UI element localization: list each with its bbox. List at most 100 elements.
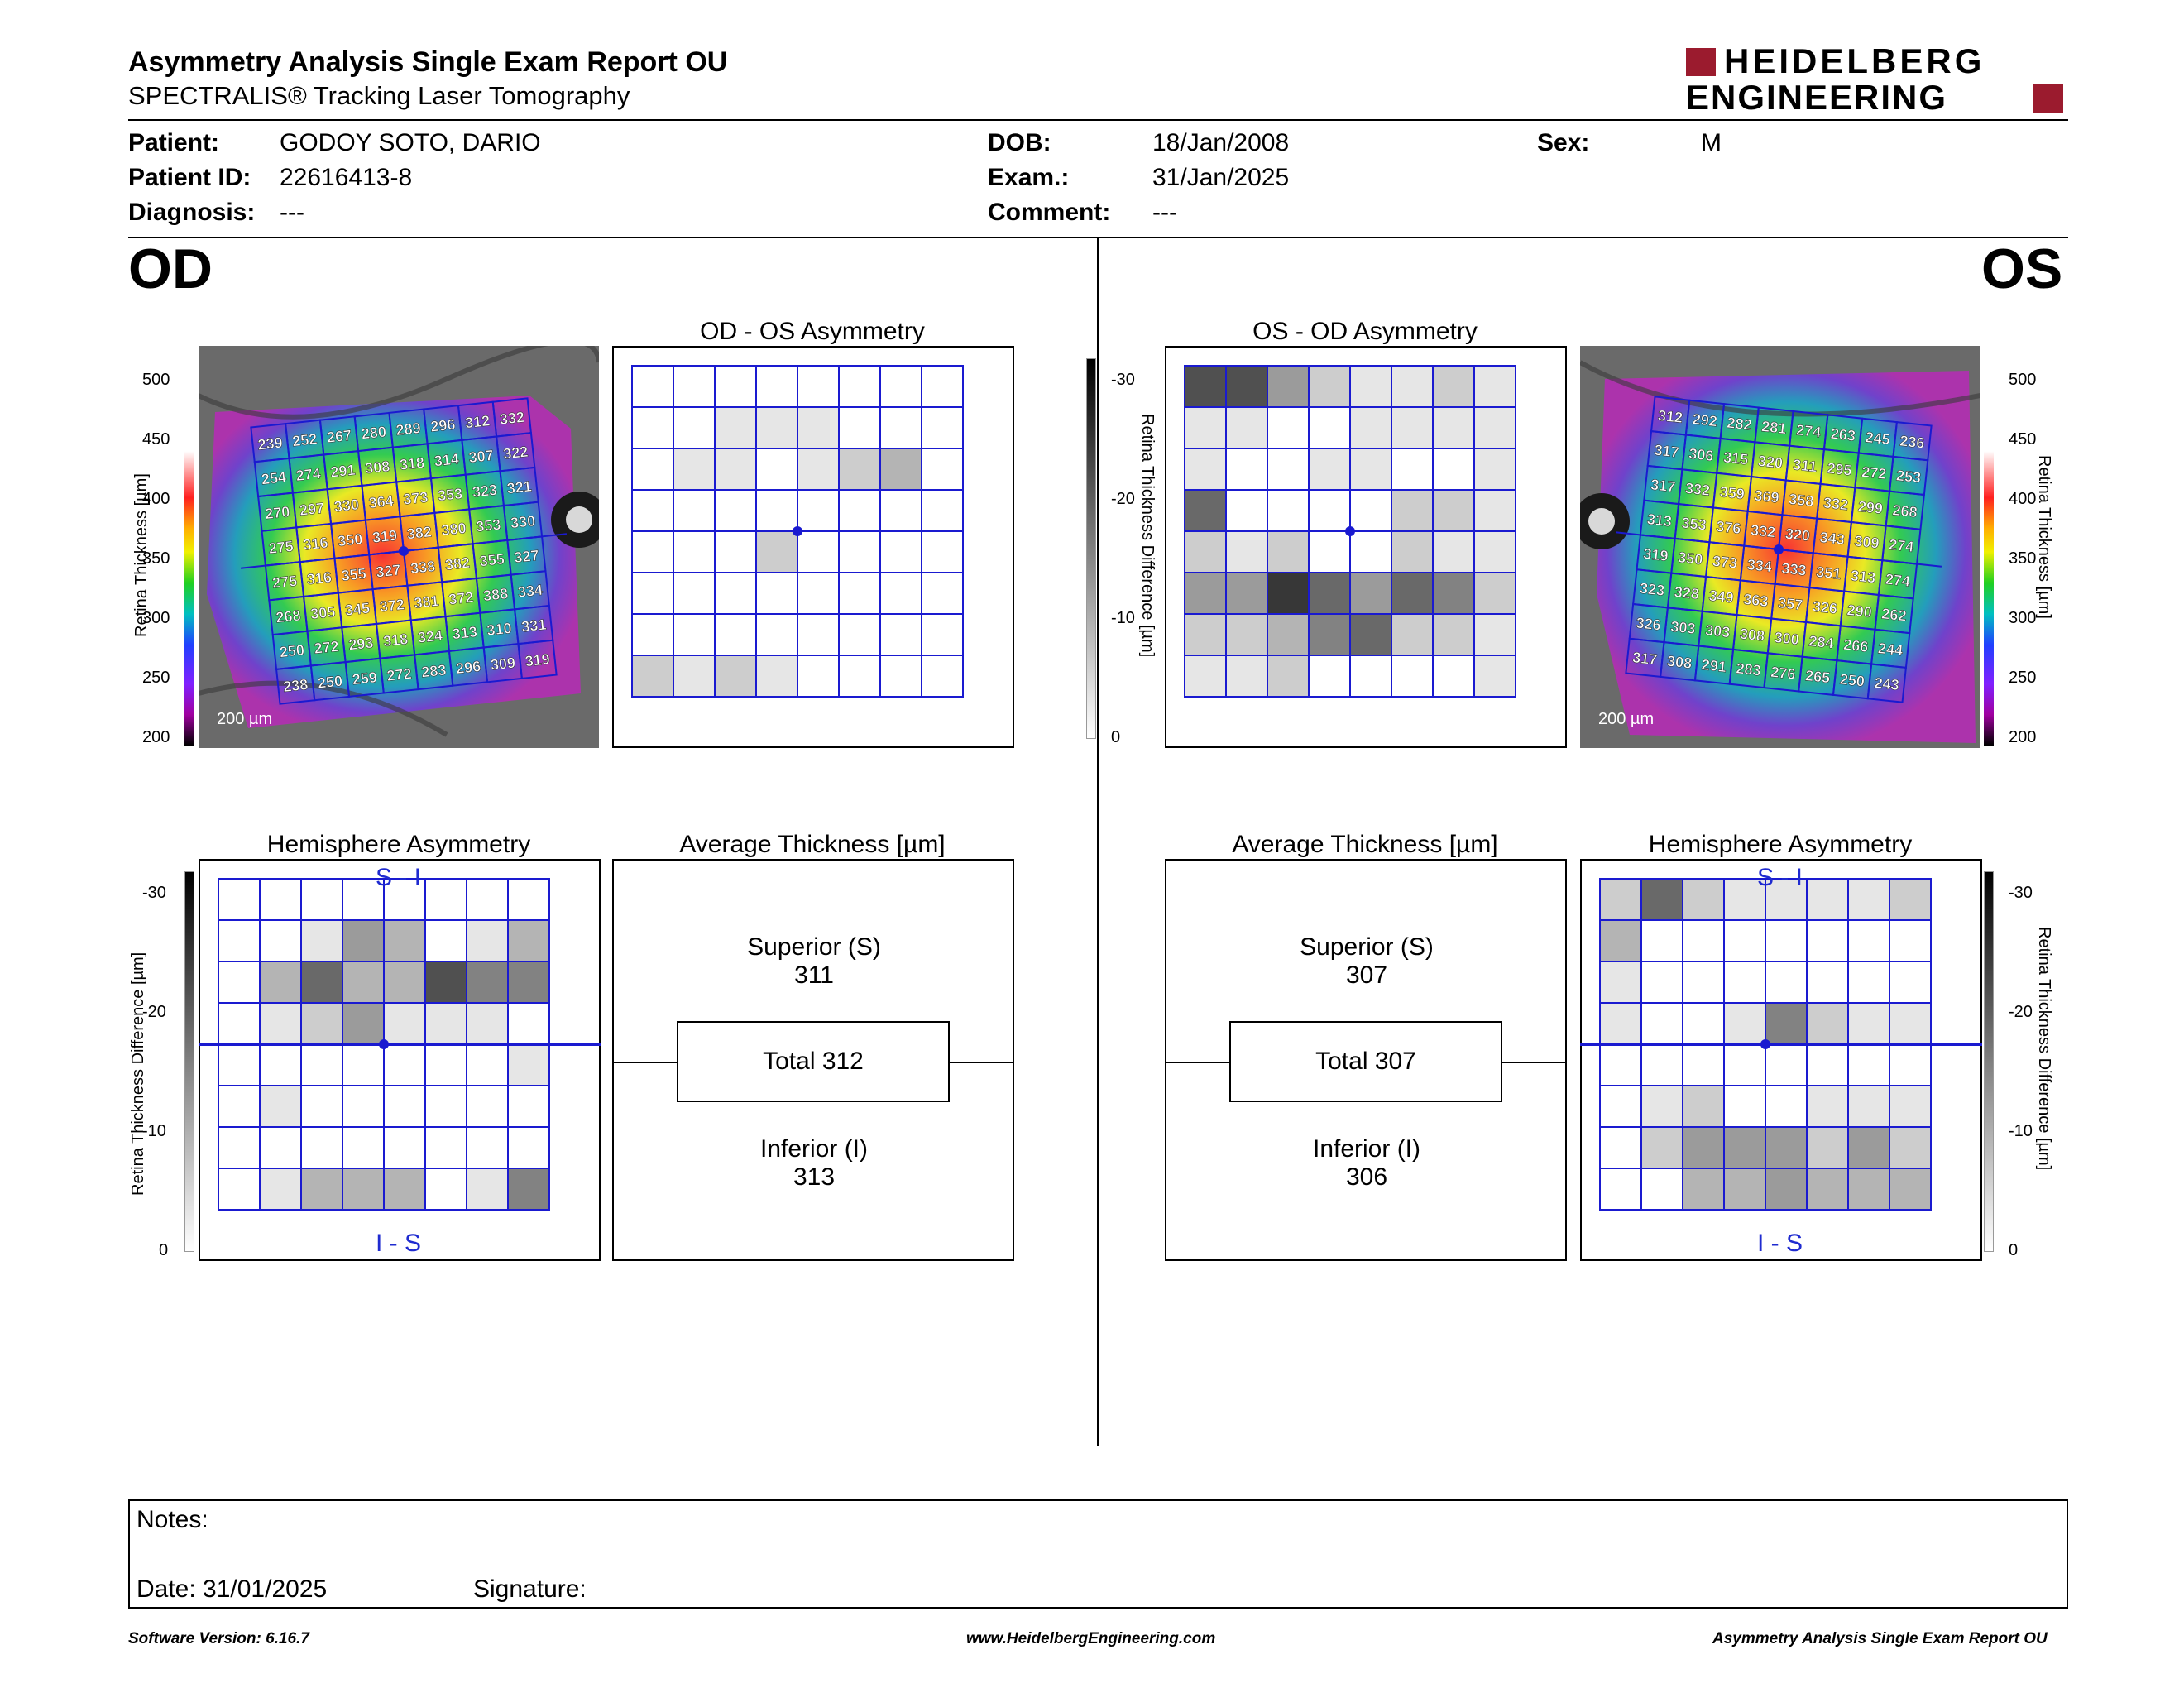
od-asym-cell bbox=[673, 406, 716, 449]
od-map-grid-value: 250 bbox=[279, 641, 305, 660]
od-hemi-grid bbox=[199, 878, 601, 1211]
os-map-grid-value: 262 bbox=[1881, 605, 1908, 624]
od-asym-cell bbox=[755, 530, 798, 573]
os-map-grid-value: 334 bbox=[1746, 556, 1773, 575]
os-hemi-cell bbox=[1889, 961, 1932, 1004]
od-tick-400: 400 bbox=[142, 490, 170, 508]
od-map-grid-value: 318 bbox=[399, 454, 425, 473]
od-hemi-cell bbox=[424, 1168, 467, 1211]
diagnosis-label: Diagnosis: bbox=[128, 199, 256, 226]
os-hemi-cell bbox=[1889, 878, 1932, 921]
os-map-grid-value: 265 bbox=[1804, 667, 1831, 686]
os-superior-label: Superior (S) bbox=[1300, 933, 1434, 961]
os-map-grid-value: 311 bbox=[1792, 456, 1818, 475]
od-map-grid-value: 353 bbox=[437, 485, 463, 504]
center-divider bbox=[1097, 238, 1099, 1446]
od-tick-500: 500 bbox=[142, 371, 170, 389]
od-map-grid-value: 327 bbox=[375, 562, 401, 581]
od-map-grid-value: 289 bbox=[395, 420, 422, 439]
od-map-grid-value: 293 bbox=[347, 634, 374, 653]
os-map-grid-value: 315 bbox=[1722, 448, 1749, 468]
os-map-grid-value: 295 bbox=[1827, 460, 1853, 479]
diagnosis-value: --- bbox=[280, 199, 304, 226]
os-map-grid-value: 312 bbox=[1657, 407, 1684, 426]
od-asym-cell bbox=[631, 655, 674, 698]
os-hemi-cell bbox=[1847, 1085, 1890, 1128]
os-hemi-cell bbox=[1599, 1002, 1642, 1045]
os-asym-cell bbox=[1391, 406, 1434, 449]
os-map-grid-value: 376 bbox=[1715, 518, 1741, 537]
od-hemi-cell bbox=[466, 1085, 509, 1128]
od-hemi-colorbar bbox=[184, 871, 194, 1252]
os-tick-250: 250 bbox=[2009, 669, 2037, 687]
os-asym-cell bbox=[1349, 655, 1392, 698]
os-tick-400: 400 bbox=[2009, 490, 2037, 508]
od-hemi-cell bbox=[218, 1168, 261, 1211]
exam-date: 31/Jan/2025 bbox=[1152, 164, 1290, 191]
od-hemi-cell bbox=[259, 1043, 302, 1086]
od-map-grid-value: 274 bbox=[295, 465, 322, 484]
od-asym-cell bbox=[631, 530, 674, 573]
os-asym-cell bbox=[1432, 448, 1475, 491]
od-map-grid-value: 272 bbox=[386, 665, 413, 684]
os-map-grid-value: 328 bbox=[1674, 583, 1700, 602]
sex-label: Sex: bbox=[1537, 129, 1590, 156]
od-map-grid-value: 381 bbox=[414, 592, 440, 611]
od-hemi-cell bbox=[507, 878, 550, 921]
os-asym-cell bbox=[1391, 365, 1434, 408]
od-asym-cell bbox=[879, 489, 922, 532]
od-asym-panel bbox=[612, 346, 1014, 748]
os-hemi-cell bbox=[1889, 1085, 1932, 1128]
os-hemi-cell bbox=[1765, 1002, 1808, 1045]
os-asym-cell bbox=[1391, 655, 1434, 698]
os-map-grid-value: 358 bbox=[1788, 491, 1814, 510]
od-asym-cell bbox=[755, 489, 798, 532]
od-asym-cell bbox=[838, 572, 881, 615]
os-map-grid-value: 332 bbox=[1684, 480, 1711, 499]
od-hemi-cell bbox=[218, 1043, 261, 1086]
os-inferior-label: Inferior (I) bbox=[1312, 1135, 1421, 1163]
od-hemi-bottom-label: I - S bbox=[376, 1230, 422, 1257]
dob-value: 18/Jan/2008 bbox=[1152, 129, 1290, 156]
website-link[interactable]: www.HeidelbergEngineering.com bbox=[966, 1630, 1216, 1647]
od-asym-cell bbox=[631, 365, 674, 408]
od-asym-cell bbox=[714, 448, 757, 491]
od-hemi-cell bbox=[466, 878, 509, 921]
od-avg-panel: Superior (S) 311 Total 312 Inferior (I) … bbox=[612, 859, 1014, 1261]
os-asym-cell bbox=[1349, 530, 1392, 573]
od-superior-value: 311 bbox=[794, 961, 834, 989]
os-hemi-grid bbox=[1580, 878, 1982, 1211]
os-asym-cell bbox=[1432, 613, 1475, 656]
od-hemi-cell bbox=[507, 1002, 550, 1045]
od-map-grid-value: 309 bbox=[490, 655, 516, 674]
od-asym-grid bbox=[631, 365, 964, 698]
od-map-grid-value: 296 bbox=[455, 658, 481, 677]
os-hemi-cell bbox=[1847, 919, 1890, 962]
os-hemi-cell bbox=[1806, 878, 1849, 921]
os-hemi-cell bbox=[1806, 961, 1849, 1004]
os-hemi-cell bbox=[1889, 1168, 1932, 1211]
od-hemi-fovea-marker bbox=[379, 1039, 389, 1049]
notes-box[interactable]: Notes: Date: 31/01/2025 Signature: bbox=[128, 1499, 2068, 1609]
od-map-grid-value: 321 bbox=[506, 477, 533, 496]
od-asym-cell bbox=[755, 655, 798, 698]
od-map-grid-value: 338 bbox=[410, 558, 436, 577]
od-map-grid-value: 268 bbox=[275, 607, 302, 626]
od-asym-cell bbox=[673, 489, 716, 532]
os-hemi-cell bbox=[1847, 1043, 1890, 1086]
od-map-grid-value: 297 bbox=[299, 500, 325, 519]
od-asym-cell bbox=[673, 655, 716, 698]
od-map-grid-value: 372 bbox=[379, 596, 405, 615]
od-map-grid-value: 296 bbox=[429, 416, 456, 435]
od-asym-cell bbox=[879, 406, 922, 449]
os-total-box: Total 307 bbox=[1229, 1021, 1502, 1102]
od-map-grid-value: 280 bbox=[361, 423, 387, 442]
os-map-grid-value: 244 bbox=[1877, 640, 1904, 659]
os-hemi-cell bbox=[1847, 1168, 1890, 1211]
os-eye-label: OS bbox=[1981, 237, 2063, 300]
od-hemi-cell bbox=[300, 961, 343, 1004]
os-hemi-cell bbox=[1599, 961, 1642, 1004]
od-hemi-cell bbox=[218, 878, 261, 921]
od-map-grid-value: 388 bbox=[482, 585, 509, 604]
os-map-grid-value: 323 bbox=[1639, 580, 1665, 599]
